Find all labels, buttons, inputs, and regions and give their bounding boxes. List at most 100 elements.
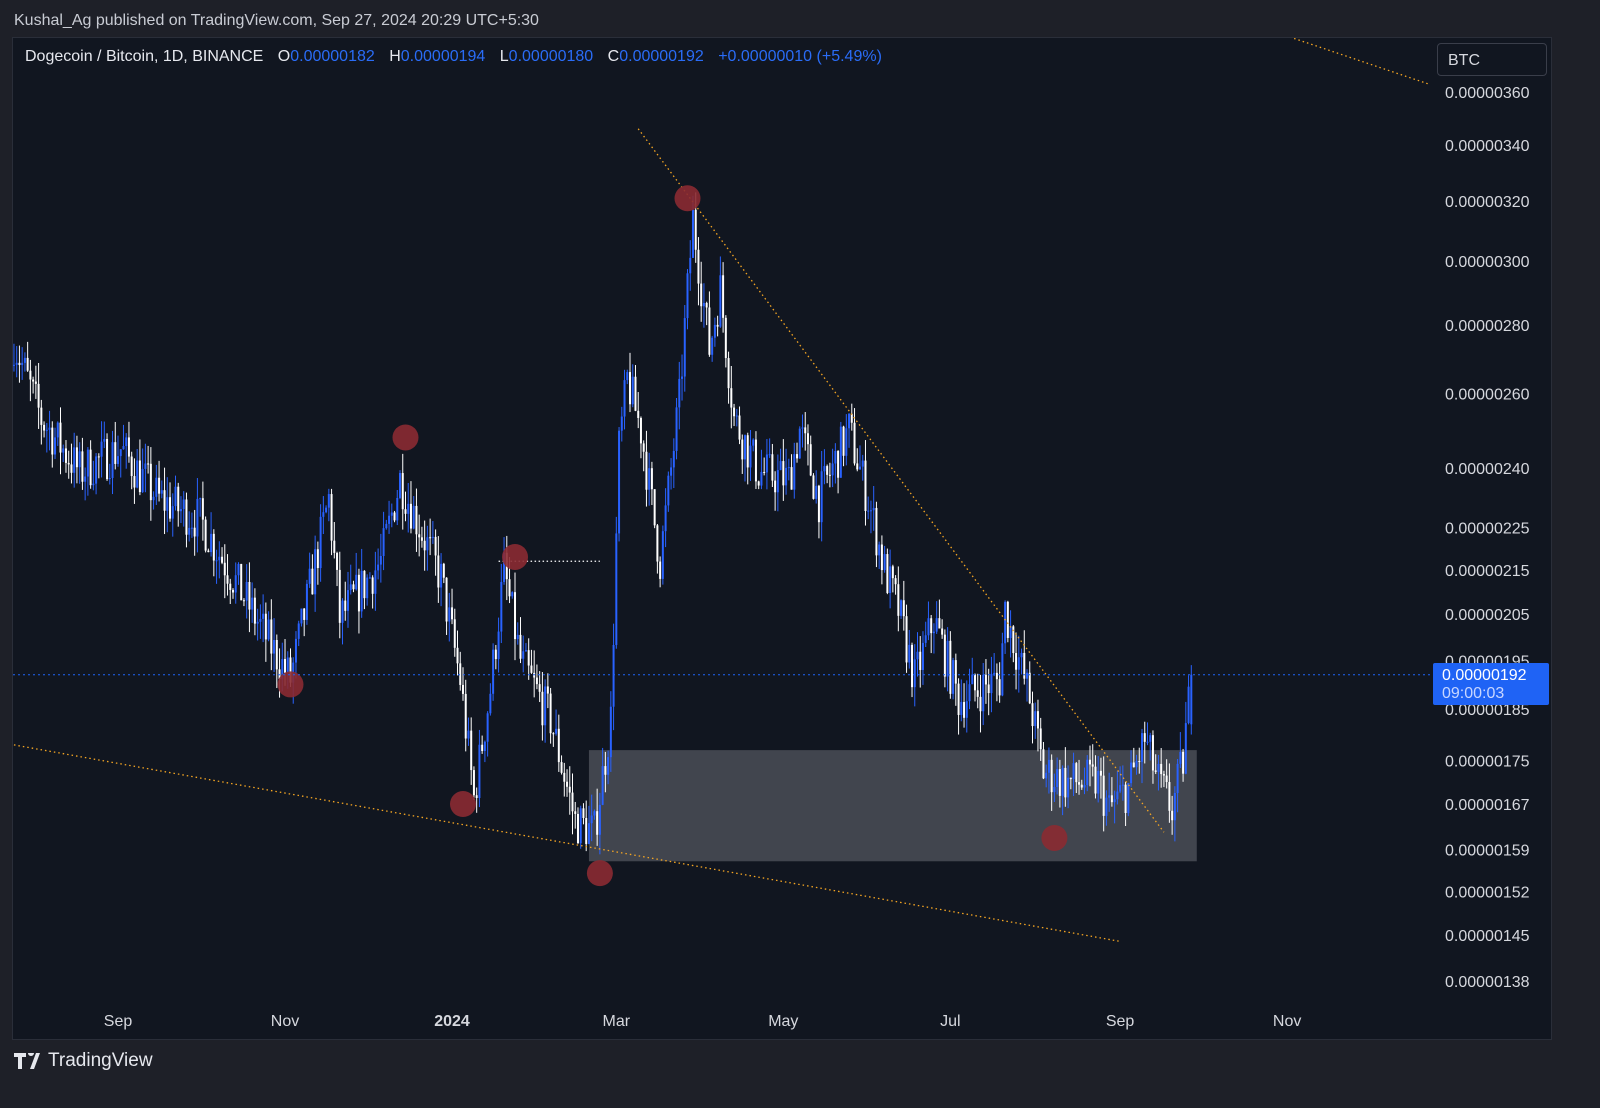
candle <box>848 412 851 448</box>
candle <box>727 351 730 404</box>
candle-body <box>976 690 979 697</box>
candle <box>459 651 462 691</box>
candle-body <box>461 684 464 694</box>
candle-body <box>1157 763 1160 772</box>
time-axis[interactable]: Sep Nov 2024 Mar May Jul Sep Nov <box>104 1013 1302 1030</box>
chart-pane[interactable] <box>12 37 1552 1040</box>
candle-body <box>741 439 744 460</box>
candle <box>856 448 859 472</box>
candle-body <box>1179 751 1182 764</box>
candle <box>831 448 834 488</box>
candle-body <box>973 674 976 691</box>
candle <box>1028 661 1031 705</box>
candle-body <box>702 302 705 307</box>
candle-body <box>478 744 481 798</box>
candle <box>111 430 114 495</box>
candle <box>842 425 845 467</box>
candle <box>1121 765 1124 801</box>
candle <box>946 627 949 692</box>
candle-body <box>1078 782 1081 785</box>
candle <box>853 408 856 466</box>
candle <box>872 486 875 531</box>
candle <box>92 460 95 491</box>
candle-body <box>267 619 270 640</box>
candle-body <box>1028 672 1031 704</box>
candle <box>738 406 741 445</box>
candle-body <box>1080 784 1083 788</box>
candle-body <box>1173 792 1176 821</box>
candle <box>963 683 966 728</box>
candle-body <box>1006 601 1009 638</box>
time-tick-label: Sep <box>104 1013 133 1030</box>
candle <box>505 535 508 601</box>
candle-body <box>62 448 65 453</box>
candle-body <box>806 433 809 445</box>
candle-body <box>84 476 87 482</box>
candle-body <box>796 454 799 459</box>
candle <box>609 691 612 772</box>
candle-body <box>913 659 916 688</box>
candle <box>1091 744 1094 777</box>
candle <box>1124 781 1127 827</box>
candle <box>566 769 569 797</box>
candle-body <box>869 510 872 512</box>
price-axis[interactable]: 0.00000360 0.00000340 0.00000320 0.00000300… <box>1445 85 1530 991</box>
candle-body <box>650 468 653 490</box>
candle-body <box>1047 759 1050 773</box>
candle <box>900 599 903 619</box>
candle-body <box>32 379 35 382</box>
candle-body <box>278 669 281 679</box>
candle <box>519 617 522 664</box>
candle <box>78 442 81 484</box>
candle-body <box>1012 626 1015 654</box>
candle <box>702 283 705 328</box>
candle <box>527 638 530 680</box>
candle-body <box>828 474 831 476</box>
candle <box>234 562 237 604</box>
currency-button[interactable]: BTC <box>1437 43 1547 76</box>
candle-body <box>256 621 259 624</box>
candle <box>883 545 886 573</box>
candle <box>916 632 919 677</box>
candle-body <box>691 209 694 258</box>
candle-body <box>557 728 560 763</box>
candle <box>524 643 527 652</box>
candle <box>615 516 618 649</box>
candle-body <box>141 468 144 493</box>
candle-body <box>1121 784 1124 786</box>
candle-body <box>804 427 807 434</box>
candle <box>730 365 733 429</box>
candle-body <box>51 427 54 455</box>
candle <box>891 564 894 593</box>
candle-body <box>1001 643 1004 696</box>
candle-body <box>908 644 911 663</box>
candle <box>434 529 437 576</box>
candle <box>973 673 976 702</box>
candle <box>37 362 40 429</box>
candle-body <box>388 515 391 524</box>
candle <box>949 631 952 699</box>
candle <box>924 621 927 648</box>
candle <box>976 673 979 709</box>
candle-body <box>29 370 32 380</box>
candle-body <box>429 537 432 539</box>
candle-body <box>878 544 881 556</box>
candle <box>938 599 941 629</box>
candle <box>774 471 777 511</box>
candle <box>1078 759 1081 795</box>
candle-body <box>634 376 637 411</box>
candle-body <box>763 471 766 473</box>
candle-body <box>664 505 667 532</box>
symbol-title[interactable]: Dogecoin / Bitcoin, 1D, BINANCE <box>25 48 264 65</box>
candle-body <box>508 579 511 597</box>
candle-body <box>730 388 733 408</box>
candle <box>270 599 273 671</box>
candle <box>760 449 763 490</box>
candle <box>935 601 938 634</box>
candle <box>248 562 251 633</box>
price-tick-label: 0.00000145 <box>1445 928 1530 945</box>
candle-body <box>957 683 960 715</box>
tradingview-logo[interactable]: TradingView <box>14 1050 153 1072</box>
candle <box>1083 767 1086 795</box>
